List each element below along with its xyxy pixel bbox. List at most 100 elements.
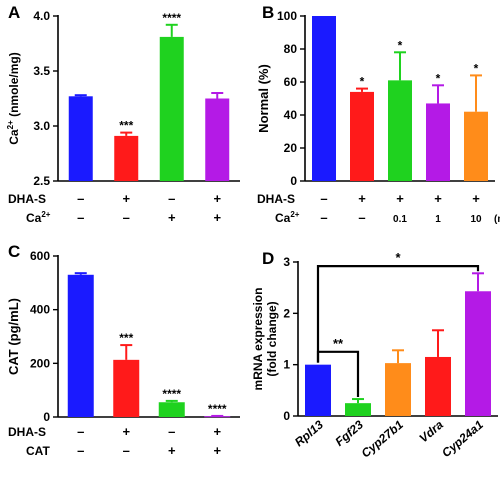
significance-bracket — [316, 265, 480, 363]
condition-label: Ca2+ — [26, 210, 51, 225]
condition-mark: + — [213, 443, 221, 458]
condition-mark: – — [320, 191, 327, 206]
bar — [113, 359, 140, 417]
panel-label: D — [262, 249, 274, 268]
y-tick-label: 4.0 — [33, 9, 50, 23]
y-tick-label: 3.0 — [33, 119, 50, 133]
y-tick-label: 20 — [284, 141, 298, 155]
bar — [385, 363, 411, 416]
condition-mark: + — [358, 191, 366, 206]
y-tick-label: 0 — [43, 410, 50, 424]
panel-label: C — [8, 242, 20, 261]
category-label: Vdra — [416, 417, 446, 445]
condition-mark: – — [123, 210, 130, 225]
condition-mark: – — [168, 424, 175, 439]
y-axis-title: Normal (%) — [256, 64, 271, 133]
bar — [388, 80, 412, 181]
category-label: Cyp24a1 — [439, 417, 486, 460]
y-axis-title: Ca2+ (nmole/mg) — [6, 52, 21, 144]
condition-mark: 10 — [470, 214, 482, 225]
bar — [345, 403, 371, 416]
bar — [350, 91, 374, 181]
category-label: Cyp27b1 — [359, 417, 407, 460]
condition-mark: + — [213, 191, 221, 206]
y-tick-label: 3.5 — [33, 64, 50, 78]
condition-label-main: Ca — [275, 211, 291, 225]
bar — [465, 291, 491, 416]
y-tick-label: 0 — [283, 409, 290, 423]
significance-mark: * — [398, 38, 403, 52]
y-axis-title-line2: (fold change) — [265, 301, 279, 376]
significance-mark: * — [360, 75, 365, 89]
condition-label: DHA-S — [8, 425, 46, 439]
condition-mark: + — [472, 191, 480, 206]
y-tick-label: 600 — [30, 249, 50, 263]
condition-mark: + — [168, 443, 176, 458]
y-axis-title-main: Ca — [7, 129, 21, 145]
bar — [426, 103, 450, 181]
y-tick-label: 100 — [277, 9, 297, 23]
condition-mark: – — [77, 191, 84, 206]
y-tick-label: 40 — [284, 108, 298, 122]
y-axis-title-line1: mRNA expression — [251, 288, 265, 391]
condition-mark: + — [213, 210, 221, 225]
significance-mark: **** — [162, 11, 181, 25]
category-label: Fgf23 — [332, 417, 366, 449]
significance-mark: * — [436, 71, 441, 85]
panel-label: B — [262, 3, 274, 22]
condition-unit: (mM) — [494, 214, 500, 225]
bar — [464, 111, 488, 181]
condition-mark: – — [320, 210, 327, 225]
condition-mark: 1 — [435, 214, 441, 225]
condition-mark: – — [123, 443, 130, 458]
bar — [158, 402, 185, 417]
condition-mark: + — [122, 191, 130, 206]
condition-mark: 0.1 — [393, 214, 407, 225]
condition-mark: + — [213, 424, 221, 439]
bar — [67, 274, 94, 417]
condition-mark: – — [358, 210, 365, 225]
significance-mark: *** — [119, 331, 133, 345]
bar — [68, 96, 93, 181]
condition-mark: + — [168, 210, 176, 225]
condition-label: Ca2+ — [275, 210, 300, 225]
y-tick-label: 80 — [284, 42, 298, 56]
condition-mark: – — [77, 210, 84, 225]
condition-label-sup: 2+ — [41, 210, 50, 219]
condition-label: CAT — [26, 444, 50, 458]
bracket-label: ** — [333, 336, 344, 351]
bar — [114, 135, 139, 181]
y-tick-label: 1 — [283, 358, 290, 372]
significance-mark: **** — [162, 387, 181, 401]
panel-b: B 0 20 40 60 80 100 Normal (%) * * * * DHA-S – + + + + Ca2… — [256, 3, 500, 225]
panel-d: D 0 1 2 3 mRNA expression (fold change) Rpl13 Fg… — [251, 249, 498, 460]
y-tick-label: 0 — [290, 174, 297, 188]
condition-label-sup: 2+ — [290, 210, 299, 219]
significance-mark: * — [474, 61, 479, 75]
condition-mark: + — [122, 424, 130, 439]
condition-label: DHA-S — [257, 192, 295, 206]
y-tick-label: 2 — [283, 306, 290, 320]
condition-mark: + — [396, 191, 404, 206]
y-tick-label: 3 — [283, 255, 290, 269]
y-tick-label: 200 — [30, 356, 50, 370]
condition-mark: – — [77, 424, 84, 439]
bar — [205, 98, 230, 181]
y-tick-label: 2.5 — [33, 174, 50, 188]
y-tick-label: 400 — [30, 303, 50, 317]
y-tick-label: 60 — [284, 75, 298, 89]
bracket-label: * — [395, 250, 401, 265]
category-label: Rpl13 — [292, 417, 326, 449]
condition-label-main: Ca — [26, 211, 42, 225]
y-axis-title-sup: 2+ — [6, 120, 15, 129]
bar — [425, 356, 451, 416]
bar — [312, 16, 336, 181]
condition-mark: – — [168, 191, 175, 206]
significance-mark: **** — [208, 402, 227, 416]
condition-mark: – — [77, 443, 84, 458]
bar — [159, 36, 184, 182]
condition-mark: + — [434, 191, 442, 206]
